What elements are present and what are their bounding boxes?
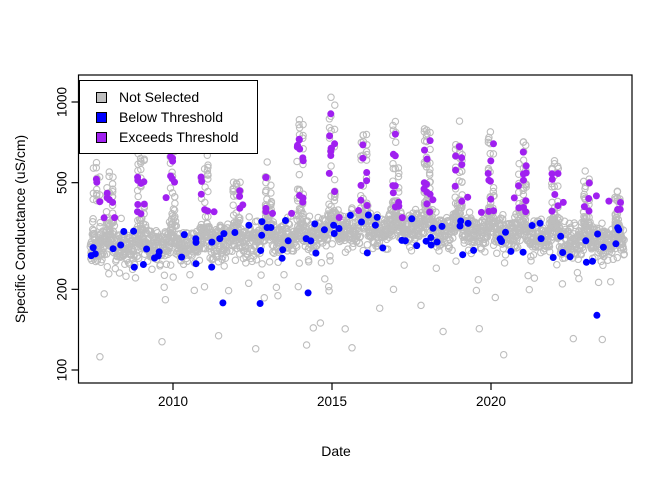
- legend-swatch-icon: [96, 111, 107, 123]
- legend-swatch-icon: [96, 131, 107, 143]
- legend-item: Exceeds Threshold: [80, 129, 257, 146]
- x-axis: 2010 2015 2020: [158, 383, 506, 409]
- y-tick-label: 500: [55, 171, 70, 194]
- series-exceeds-threshold: [92, 110, 624, 222]
- y-tick-label: 200: [55, 278, 70, 301]
- legend-label: Below Threshold: [119, 109, 224, 125]
- x-axis-title: Date: [321, 443, 351, 459]
- legend-label: Exceeds Threshold: [119, 129, 239, 145]
- x-tick-label: 2015: [317, 394, 347, 409]
- legend-label: Not Selected: [119, 89, 200, 105]
- y-tick-label: 100: [55, 359, 70, 382]
- x-tick-label: 2010: [158, 394, 188, 409]
- series-below-threshold: [87, 211, 623, 319]
- x-tick-label: 2020: [476, 394, 506, 409]
- legend-swatch-icon: [96, 91, 107, 103]
- y-tick-label: 1000: [55, 87, 70, 117]
- legend-item: Below Threshold: [80, 109, 257, 126]
- legend: Not Selected Below Threshold Exceeds Thres…: [79, 80, 258, 154]
- plot-border: [77, 74, 633, 384]
- legend-item: Not Selected: [80, 89, 257, 106]
- y-axis-title: Specific Conductance (uS/cm): [12, 134, 28, 324]
- y-axis: 100 200 500 1000: [55, 87, 79, 381]
